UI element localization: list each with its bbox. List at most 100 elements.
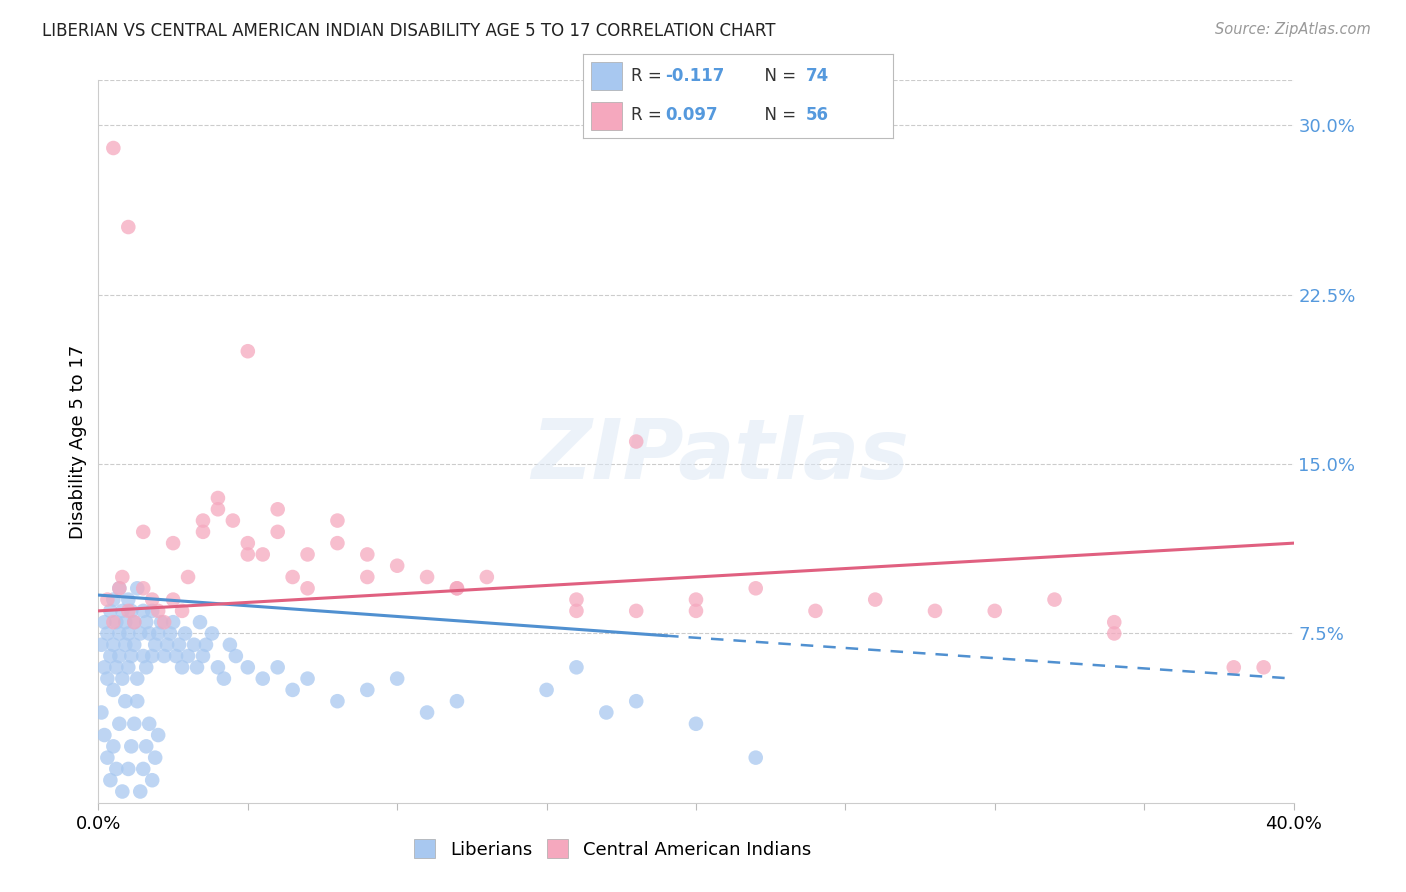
Point [165, 648, 187, 663]
Point [207, 491, 229, 505]
Point [188, 615, 211, 630]
Point [385, 558, 409, 573]
Point [93, 615, 115, 630]
Point [297, 672, 319, 686]
Point [93, 728, 115, 742]
Point [132, 762, 155, 776]
Point [141, 648, 163, 663]
Point [98, 773, 122, 788]
Point [225, 648, 247, 663]
Point [172, 604, 194, 618]
Point [167, 638, 190, 652]
Point [93, 660, 115, 674]
Point [865, 592, 887, 607]
Point [595, 706, 617, 720]
Point [153, 648, 176, 663]
Point [117, 220, 139, 235]
Point [148, 728, 170, 742]
Point [153, 615, 176, 630]
Point [103, 638, 125, 652]
Text: ZIPatlas: ZIPatlas [531, 416, 908, 497]
Text: 0.097: 0.097 [665, 106, 718, 124]
Point [150, 615, 173, 630]
Bar [591, 102, 621, 130]
Point [236, 548, 259, 562]
Point [98, 648, 122, 663]
Text: -0.117: -0.117 [665, 67, 725, 85]
Point [127, 672, 149, 686]
Point [138, 716, 160, 731]
Legend: Liberians, Central American Indians: Liberians, Central American Indians [406, 832, 818, 866]
Point [162, 536, 184, 550]
Point [108, 582, 131, 596]
Point [236, 660, 259, 674]
Text: N =: N = [754, 67, 801, 85]
Point [141, 773, 163, 788]
Point [326, 514, 349, 528]
Point [297, 582, 319, 596]
Point [103, 141, 125, 155]
Point [105, 660, 128, 674]
Point [105, 762, 128, 776]
Point [565, 592, 588, 607]
Point [96, 750, 118, 764]
Point [416, 706, 439, 720]
Point [132, 582, 155, 596]
Point [281, 682, 304, 697]
Point [1223, 660, 1246, 674]
Point [103, 739, 125, 754]
Text: N =: N = [754, 106, 801, 124]
Y-axis label: Disability Age 5 to 17: Disability Age 5 to 17 [69, 344, 87, 539]
Point [103, 682, 125, 697]
Point [475, 570, 498, 584]
Point [135, 739, 157, 754]
Point [267, 660, 290, 674]
Point [356, 682, 378, 697]
Point [143, 638, 166, 652]
Point [114, 694, 136, 708]
Point [111, 570, 134, 584]
Point [191, 648, 214, 663]
Point [626, 604, 648, 618]
Point [416, 570, 439, 584]
Point [356, 570, 378, 584]
Point [127, 582, 149, 596]
Point [120, 648, 142, 663]
Point [191, 524, 214, 539]
Text: 74: 74 [806, 67, 830, 85]
Point [120, 604, 142, 618]
Point [201, 626, 224, 640]
Text: R =: R = [631, 67, 668, 85]
Point [117, 592, 139, 607]
Point [745, 582, 768, 596]
Point [108, 626, 131, 640]
Point [96, 626, 118, 640]
Point [105, 615, 128, 630]
Point [446, 582, 468, 596]
Point [195, 638, 218, 652]
Point [1104, 615, 1126, 630]
Point [159, 626, 181, 640]
Point [132, 524, 155, 539]
Point [191, 514, 214, 528]
Point [252, 548, 274, 562]
Point [124, 615, 146, 630]
Point [326, 694, 349, 708]
Point [111, 784, 134, 798]
Point [565, 660, 588, 674]
Point [685, 716, 707, 731]
Point [135, 615, 157, 630]
Point [117, 604, 139, 618]
Point [1104, 626, 1126, 640]
Point [685, 604, 707, 618]
Point [626, 694, 648, 708]
Text: R =: R = [631, 106, 668, 124]
Point [138, 626, 160, 640]
Point [1043, 592, 1066, 607]
Point [108, 716, 131, 731]
Text: LIBERIAN VS CENTRAL AMERICAN INDIAN DISABILITY AGE 5 TO 17 CORRELATION CHART: LIBERIAN VS CENTRAL AMERICAN INDIAN DISA… [42, 22, 776, 40]
Point [212, 672, 235, 686]
Point [252, 672, 274, 686]
Point [1253, 660, 1275, 674]
Point [219, 638, 242, 652]
